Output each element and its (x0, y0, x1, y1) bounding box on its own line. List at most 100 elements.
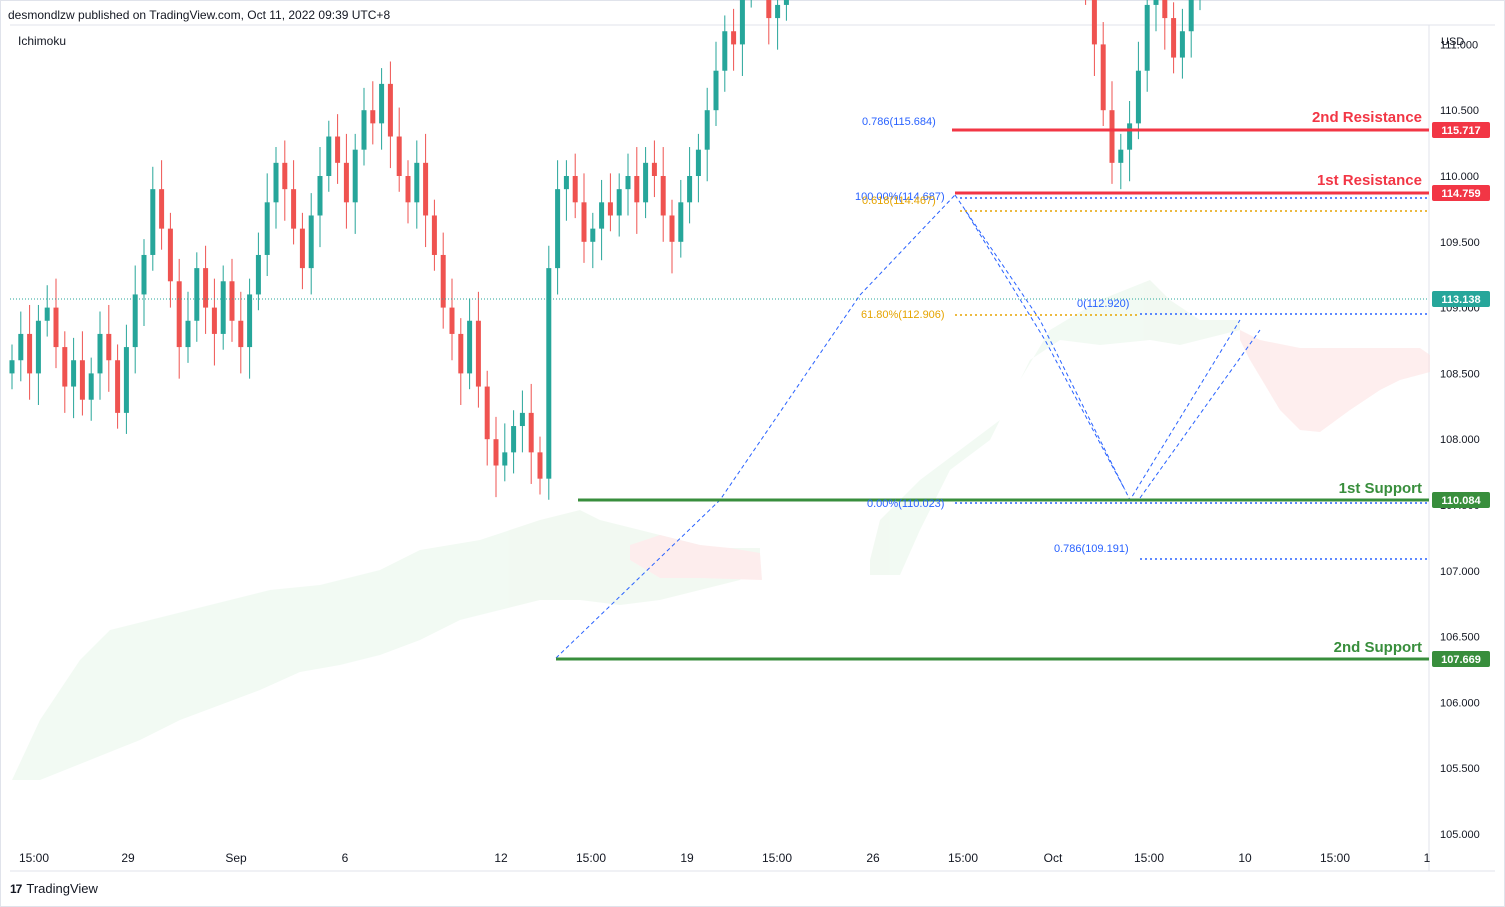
candle-down (1162, 0, 1168, 19)
candle-down (167, 228, 173, 282)
candle-up (1153, 0, 1159, 5)
price-tick-label: 106.000 (1440, 697, 1480, 709)
candle-down (493, 439, 499, 466)
candle-up (616, 189, 622, 216)
candle-up (775, 4, 781, 19)
time-tick-label: 15:00 (19, 851, 49, 865)
candle-up (379, 83, 385, 124)
candle-down (651, 162, 657, 176)
publisher-caption: desmondlzw published on TradingView.com,… (8, 8, 391, 22)
fib-label: 0.786(109.191) (1054, 543, 1129, 555)
candle-up (502, 452, 508, 466)
time-tick-label: 15:00 (762, 851, 792, 865)
candle-up (247, 294, 253, 348)
ichimoku-cloud (12, 280, 1430, 780)
candle-down (211, 307, 217, 334)
candle-down (405, 176, 411, 203)
price-tick-label: 106.500 (1440, 632, 1480, 644)
resistance-2-label: 2nd Resistance (1312, 109, 1422, 126)
time-tick-label: 15:00 (576, 851, 606, 865)
price-axis[interactable]: 116.500116.000115.500115.000114.500114.0… (1440, 0, 1480, 841)
time-tick-label: 6 (342, 851, 349, 865)
candle-up (255, 254, 261, 295)
candle-up (150, 189, 156, 255)
price-tick-label: 110.000 (1440, 171, 1479, 183)
candle-up (35, 320, 41, 374)
candle-down (159, 189, 165, 229)
candle-up (141, 254, 147, 295)
candle-up (71, 360, 77, 387)
candle-up (1144, 4, 1150, 71)
tradingview-logo-icon: 17 (10, 881, 22, 896)
candle-down (115, 360, 121, 413)
fib-label: 100.00%(114.687) (855, 191, 945, 203)
candle-down (634, 176, 640, 203)
candle-down (440, 254, 446, 308)
candle-down (396, 136, 402, 176)
candle-down (299, 228, 305, 269)
time-tick-label: 19 (680, 851, 694, 865)
candle-down (282, 162, 288, 190)
candle-down (53, 307, 59, 348)
footer-brand[interactable]: 17 TradingView (10, 881, 98, 896)
candle-up (414, 162, 420, 203)
candle-down (27, 333, 33, 374)
candle-up (1179, 31, 1185, 58)
candle-up (326, 136, 332, 176)
time-tick-label: Sep (225, 851, 247, 865)
candle-down (238, 320, 244, 348)
price-badge-resistance-1: 114.759 (1432, 185, 1490, 201)
candle-down (106, 333, 112, 361)
candle-up (352, 149, 358, 203)
price-tick-label: 107.000 (1440, 566, 1480, 578)
candle-up (97, 333, 103, 374)
candle-down (423, 162, 429, 216)
candle-down (537, 452, 543, 479)
candle-down (79, 360, 85, 400)
time-tick-label: 12 (494, 851, 508, 865)
fib-label: 0.00%(110.023) (867, 498, 944, 510)
price-tick-label: 105.000 (1440, 829, 1480, 841)
candle-up (18, 333, 24, 361)
svg-text:115.717: 115.717 (1441, 125, 1480, 137)
price-tick-label: 108.500 (1440, 368, 1480, 380)
fib-label: 0.786(115.684) (862, 116, 936, 128)
candle-down (431, 215, 437, 255)
price-badge-current: 113.138 (1432, 291, 1490, 307)
candle-down (458, 333, 464, 374)
candle-up (467, 320, 473, 374)
candle-up (317, 176, 323, 216)
candle-up (220, 281, 226, 334)
fib-label: 0.618(114.467) (862, 195, 936, 207)
price-tick-label: 108.000 (1440, 434, 1480, 446)
candlestick-series (9, 0, 1201, 500)
candle-up (273, 162, 279, 203)
candle-up (678, 202, 684, 242)
time-tick-label: 29 (121, 851, 135, 865)
candle-down (62, 347, 68, 387)
brand-name: TradingView (26, 881, 98, 896)
candle-up (1188, 0, 1194, 32)
candle-up (1127, 123, 1133, 150)
time-axis[interactable]: 15:00 29 Sep 6 12 15:00 19 15:00 26 15:00 Oct 15:00… (19, 851, 1431, 865)
candle-down (1100, 44, 1106, 111)
candle-up (132, 294, 138, 348)
candle-down (229, 281, 235, 321)
candle-up (695, 149, 701, 176)
candle-down (475, 320, 481, 387)
candle-up (308, 215, 314, 269)
price-badge-resistance-2: 115.717 (1432, 122, 1490, 138)
time-tick-label: 26 (866, 851, 880, 865)
currency-label: USD (1441, 36, 1464, 48)
candle-down (1109, 110, 1115, 163)
candle-up (599, 202, 605, 229)
candle-down (607, 202, 613, 216)
resistance-1-label: 1st Resistance (1317, 172, 1422, 189)
candle-up (643, 162, 649, 203)
candle-down (1091, 0, 1097, 45)
candle-down (176, 281, 182, 348)
svg-text:114.759: 114.759 (1441, 188, 1480, 200)
candle-up (713, 70, 719, 111)
candle-up (511, 426, 517, 453)
